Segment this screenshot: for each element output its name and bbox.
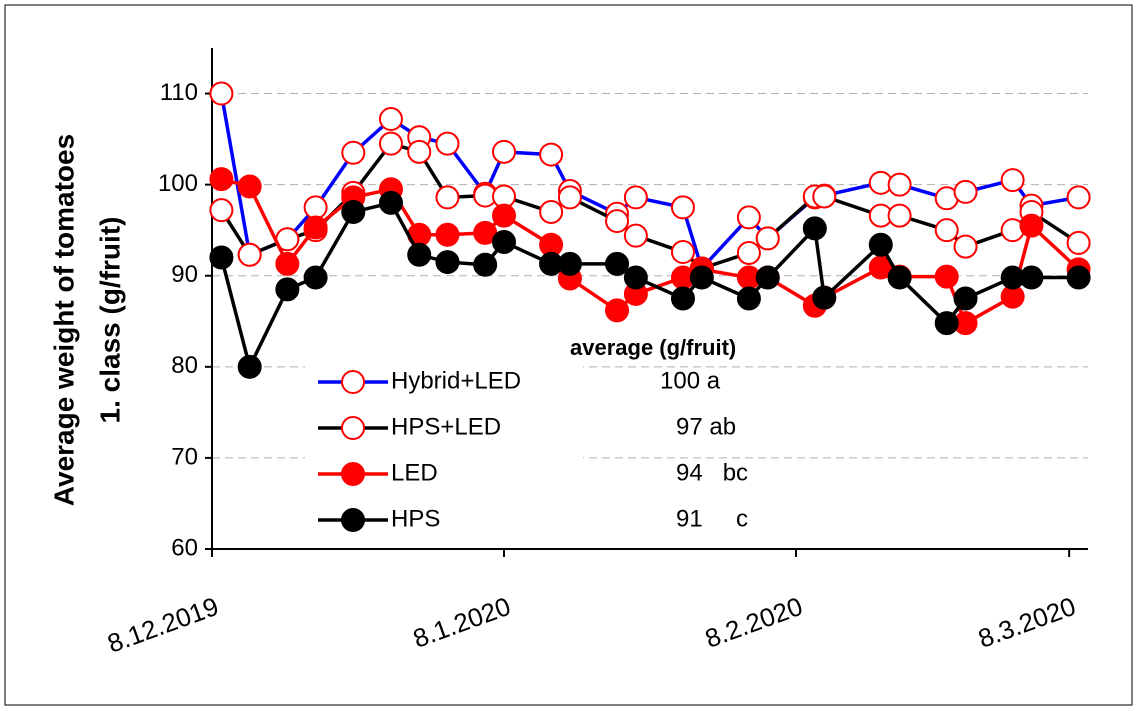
data-point — [736, 205, 761, 230]
legend-marker — [341, 416, 365, 440]
data-point — [736, 240, 761, 265]
data-point — [934, 264, 959, 289]
data-point — [492, 203, 516, 228]
data-point — [557, 185, 582, 210]
y-tick-label: 70 — [171, 443, 198, 470]
annotation: average (g/fruit) — [570, 335, 736, 360]
data-point — [557, 251, 582, 276]
data-point — [670, 286, 695, 311]
data-point — [237, 354, 262, 379]
frame — [4, 4, 1133, 706]
legend-label: HPS+LED — [391, 413, 501, 440]
data-point — [209, 81, 234, 106]
data-point — [435, 250, 460, 275]
y-tick-label: 80 — [171, 352, 198, 379]
legend-label: HPS — [391, 505, 440, 532]
data-point — [378, 190, 403, 215]
data-point — [755, 226, 780, 251]
data-point — [237, 242, 262, 267]
data-point — [303, 265, 328, 290]
legend-marker — [341, 508, 365, 532]
data-point — [1066, 185, 1091, 210]
y-tick-label: 60 — [171, 534, 198, 561]
y-axis-title-line: 1. class (g/fruit) — [94, 217, 125, 424]
data-point — [539, 142, 564, 167]
data-point — [812, 184, 837, 209]
legend-average: 97 ab — [676, 413, 736, 440]
data-point — [670, 240, 695, 265]
data-point — [209, 198, 234, 223]
y-axis-title: Average weight of tomatoes 1. class (g/f… — [48, 134, 125, 506]
data-point — [341, 140, 366, 165]
data-point — [887, 172, 912, 197]
data-point — [407, 139, 432, 164]
data-point — [1066, 265, 1091, 290]
data-point — [736, 286, 761, 311]
data-point — [623, 223, 648, 248]
data-point — [887, 265, 912, 290]
data-point — [435, 185, 460, 210]
data-point — [953, 179, 978, 204]
data-point — [492, 139, 516, 164]
data-point — [953, 286, 978, 311]
data-point — [755, 265, 780, 290]
data-point — [802, 216, 827, 241]
data-point — [378, 131, 403, 156]
data-point — [407, 242, 432, 267]
y-tick-label: 100 — [158, 170, 198, 197]
data-point — [605, 298, 630, 323]
data-point — [1019, 265, 1044, 290]
legend-marker — [341, 462, 365, 486]
data-point — [378, 107, 403, 132]
data-point — [1019, 213, 1044, 238]
data-point — [435, 131, 460, 156]
data-point — [1000, 168, 1025, 193]
legend-label: LED — [391, 459, 438, 486]
legend-average: 100 a — [660, 367, 721, 394]
data-point — [303, 195, 328, 220]
data-point — [303, 215, 328, 240]
y-tick-label: 90 — [171, 261, 198, 288]
legend-label: Hybrid+LED — [391, 367, 521, 394]
legend-marker — [341, 370, 365, 394]
data-point — [539, 199, 564, 224]
data-point — [1066, 230, 1091, 255]
data-point — [623, 265, 648, 290]
data-point — [934, 218, 959, 243]
data-point — [605, 209, 630, 234]
data-point — [623, 185, 648, 210]
data-point — [605, 251, 630, 276]
legend-average: 94 bc — [676, 459, 748, 486]
data-point — [341, 199, 366, 224]
data-point — [934, 311, 959, 336]
y-tick-label: 110 — [160, 79, 198, 106]
data-point — [670, 195, 695, 220]
data-point — [209, 245, 234, 270]
data-point — [473, 220, 498, 245]
data-point — [953, 234, 978, 259]
y-axis-title-line: Average weight of tomatoes — [48, 134, 79, 506]
data-point — [275, 251, 300, 276]
data-point — [275, 277, 300, 302]
data-point — [689, 265, 714, 290]
data-point — [492, 230, 516, 255]
legend-average: 91 c — [676, 505, 748, 532]
data-point — [435, 222, 460, 247]
data-point — [812, 285, 837, 310]
data-point — [237, 174, 262, 199]
data-point — [887, 203, 912, 228]
data-point — [868, 232, 893, 257]
data-point — [473, 252, 498, 277]
data-point — [209, 167, 234, 192]
